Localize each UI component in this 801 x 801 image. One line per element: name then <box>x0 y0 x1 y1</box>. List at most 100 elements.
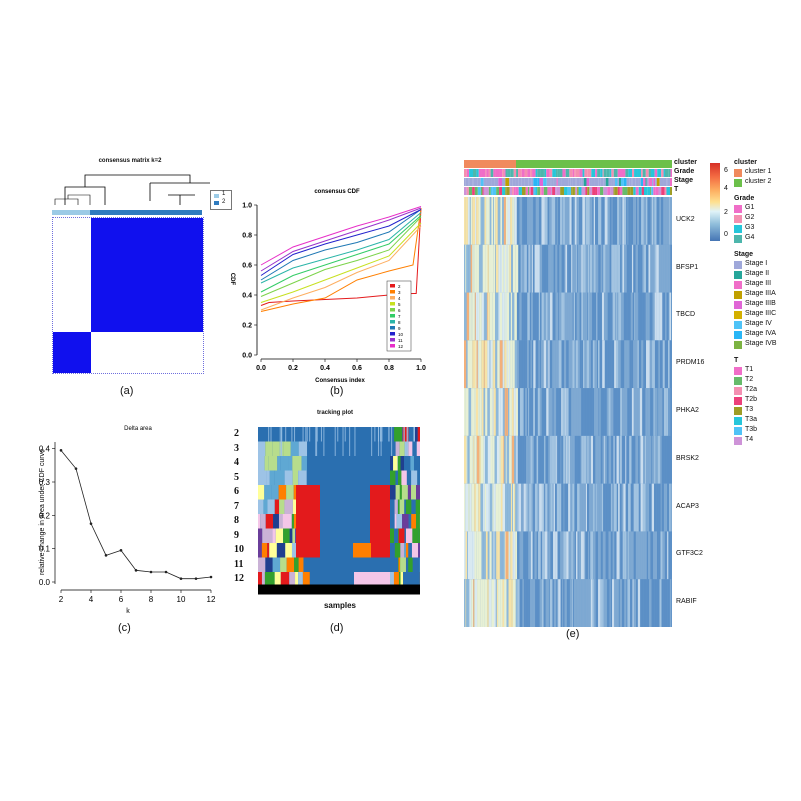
heatmap-cell <box>633 483 637 532</box>
heatmap-cell <box>548 483 551 532</box>
heatmap-cell <box>653 531 655 580</box>
heatmap-cell <box>493 531 495 580</box>
annotation-cell <box>575 178 577 186</box>
heatmap-cell <box>474 244 477 293</box>
heatmap-cell <box>663 579 666 627</box>
heatmap-cell <box>511 579 513 627</box>
heatmap-cell <box>546 388 549 436</box>
heatmap-cell <box>638 340 642 389</box>
heatmap-cell <box>623 197 627 245</box>
heatmap-cell <box>471 292 473 341</box>
annotation-cell <box>474 187 478 195</box>
heatmap-cell <box>515 531 518 580</box>
heatmap-cell <box>627 292 631 341</box>
heatmap-cell <box>668 340 670 389</box>
heatmap-cell <box>473 579 475 627</box>
heatmap-cell <box>592 197 594 245</box>
heatmap-cell <box>488 579 490 627</box>
tracking-cell <box>272 528 276 543</box>
tracking-cell <box>282 514 292 529</box>
heatmap-cell <box>484 483 487 532</box>
cdf-series-line <box>260 215 422 293</box>
heatmap-cell <box>630 197 634 245</box>
heatmap-cell <box>563 435 566 484</box>
heatmap-cell <box>526 531 529 580</box>
heatmap-cell <box>515 483 518 532</box>
heatmap-cell <box>625 340 627 389</box>
heatmap-cell <box>611 340 615 389</box>
legend-swatch <box>734 341 742 349</box>
heatmap-cell <box>663 292 666 341</box>
heatmap-cell <box>597 292 600 341</box>
heatmap-cell <box>466 340 468 389</box>
annotation-cell <box>492 187 497 195</box>
heatmap-cell <box>567 244 569 293</box>
heatmap-cell <box>504 244 507 293</box>
heatmap-cell <box>595 579 599 627</box>
annotation-cell <box>605 178 609 186</box>
heatmap-cell <box>609 340 612 389</box>
annotation-cell <box>512 187 514 195</box>
heatmap-cell <box>478 531 482 580</box>
heatmap-cell <box>657 340 659 389</box>
heatmap-cell <box>584 579 586 627</box>
heatmap-cell <box>561 483 563 532</box>
heatmap-cell <box>580 531 584 580</box>
tracking-cell <box>418 528 420 543</box>
tracking-cell <box>416 514 420 529</box>
heatmap-cell <box>650 340 653 389</box>
heatmap-cell <box>610 531 613 580</box>
heatmap-cell <box>624 579 627 627</box>
heatmap-cell <box>475 388 479 436</box>
heatmap-cell <box>576 579 580 627</box>
annotation-cell <box>641 187 644 195</box>
heatmap-cell <box>553 579 557 627</box>
heatmap-cell <box>553 340 556 389</box>
heatmap-cell <box>559 483 562 532</box>
heatmap-cell <box>479 579 481 627</box>
delta-x-tick-label: 6 <box>119 595 124 604</box>
heatmap-cell <box>655 435 658 484</box>
annotation-cell <box>524 169 528 177</box>
heatmap-cell <box>481 292 484 341</box>
tracking-row-label: 7 <box>234 500 239 512</box>
heatmap-cell <box>513 197 515 245</box>
heatmap-cell <box>529 483 532 532</box>
heatmap-cell <box>654 197 657 245</box>
cluster-bar-1 <box>52 210 90 215</box>
heatmap-cell <box>510 483 513 532</box>
heatmap-cell <box>489 244 491 293</box>
heatmap-cell <box>555 244 558 293</box>
heatmap-cell <box>522 388 524 436</box>
heatmap-cell <box>577 531 579 580</box>
heatmap-cell <box>586 388 590 436</box>
delta-series <box>59 449 213 580</box>
annotation-cell <box>518 178 522 186</box>
annotation-cell <box>464 178 466 186</box>
heatmap-cell <box>669 435 672 484</box>
heatmap-cell <box>512 244 516 293</box>
tracking-row-label: 2 <box>234 428 239 439</box>
tracking-cell <box>271 485 279 500</box>
heatmap-cell <box>634 292 636 341</box>
heatmap-cell <box>607 292 610 341</box>
heatmap-cell <box>599 388 601 436</box>
annotation-cell <box>533 178 538 186</box>
annotation-cell <box>564 187 568 195</box>
annotation-cell <box>537 178 540 186</box>
heatmap-cell <box>621 244 624 293</box>
heatmap-cell <box>504 435 506 484</box>
heatmap-cell <box>633 340 635 389</box>
heatmap-cell <box>635 531 638 580</box>
delta-x-tick-label: 4 <box>89 595 94 604</box>
delta-point <box>149 570 153 574</box>
heatmap-cell <box>608 531 611 580</box>
heatmap-cell <box>483 435 485 484</box>
annotation-cell <box>490 169 494 177</box>
heatmap-cell <box>533 340 536 389</box>
tracking-cell <box>400 557 406 572</box>
delta-y-tick-label: 0.3 <box>39 478 51 487</box>
heatmap-cell <box>612 579 615 627</box>
annotation-cell <box>561 178 565 186</box>
annotation-cell <box>648 169 651 177</box>
